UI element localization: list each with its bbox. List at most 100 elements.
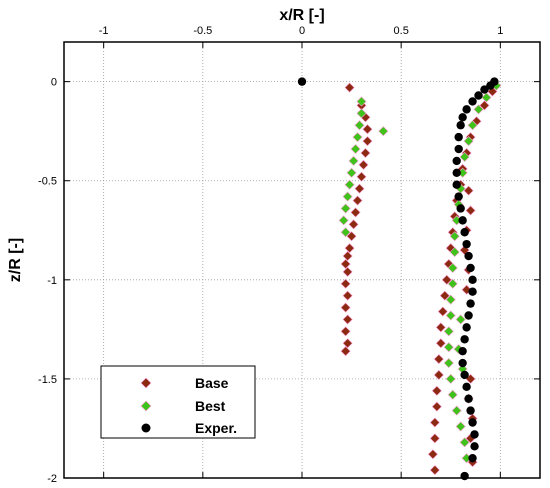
x-axis-title: x/R [-]: [279, 7, 324, 24]
base-point: [429, 433, 440, 444]
exper-point: [458, 358, 467, 368]
exper-point: [468, 287, 477, 296]
legend-label-best: Best: [195, 398, 226, 414]
exper-point: [452, 180, 461, 189]
base-point: [441, 274, 452, 285]
base-point: [348, 219, 359, 230]
base-point: [360, 147, 371, 159]
exper-point: [454, 132, 463, 142]
best-point: [443, 358, 454, 369]
legend-markers: [140, 377, 152, 433]
legend-marker-best: [140, 400, 152, 412]
best-point: [350, 143, 361, 155]
base-point: [342, 251, 353, 262]
base-point: [342, 338, 353, 349]
best-point: [451, 405, 462, 416]
base-point: [429, 465, 440, 476]
exper-point: [466, 406, 475, 415]
best-point: [447, 389, 458, 400]
best-point: [459, 437, 470, 448]
base-point: [362, 136, 373, 147]
best-point: [445, 373, 456, 384]
exper-point: [466, 263, 475, 273]
y-tick-label: 0: [51, 77, 57, 89]
exper-point: [458, 346, 467, 356]
exper-point: [456, 204, 465, 213]
best-point: [356, 108, 367, 119]
best-point: [463, 136, 474, 147]
exper-point: [486, 81, 495, 90]
exper-point: [460, 228, 469, 237]
y-tick-label: -1: [47, 275, 57, 287]
base-point: [356, 171, 367, 182]
exper-point: [460, 471, 469, 481]
best-point: [356, 96, 367, 107]
best-point: [352, 132, 363, 143]
best-point: [455, 421, 466, 432]
data-points: [297, 77, 502, 481]
exper-point: [460, 335, 469, 344]
legend-label-base: Base: [195, 375, 229, 391]
base-point: [346, 231, 357, 242]
base-point: [439, 290, 450, 301]
base-point: [342, 314, 353, 325]
legend-box: [100, 365, 256, 439]
exper-point: [454, 144, 463, 154]
x-tick-label: 1: [497, 25, 503, 37]
best-point: [340, 203, 351, 214]
best-point: [449, 247, 460, 258]
base-point: [344, 82, 355, 93]
legend-marker-base: [140, 377, 152, 389]
exper-point: [464, 394, 473, 403]
base-point: [340, 302, 351, 313]
base-point: [340, 326, 351, 337]
y-tick-label: -2: [47, 473, 57, 485]
exper-point: [452, 168, 461, 177]
best-point: [340, 227, 351, 238]
base-point: [429, 417, 440, 428]
exper-point: [456, 121, 465, 130]
base-point: [362, 124, 373, 135]
best-point: [338, 215, 349, 226]
base-point: [431, 401, 442, 412]
exper-point: [480, 85, 489, 94]
base-point: [465, 205, 476, 216]
x-tick-label: 0.5: [394, 25, 409, 37]
best-point: [467, 120, 478, 131]
exper-point: [470, 442, 479, 451]
base-point: [350, 207, 361, 218]
base-point: [340, 346, 351, 357]
best-point: [449, 231, 460, 242]
best-point: [481, 92, 492, 103]
best-point: [455, 314, 466, 325]
exper-point: [462, 382, 471, 392]
best-point: [443, 326, 454, 337]
exper-point: [474, 91, 483, 100]
base-point: [340, 258, 351, 269]
base-point: [433, 354, 444, 365]
best-point: [342, 191, 353, 202]
best-point: [354, 120, 365, 131]
y-tick-label: -0.5: [38, 176, 57, 188]
y-axis-title: z/R [-]: [7, 238, 24, 282]
best-point: [459, 151, 470, 162]
x-tick-label: -1: [99, 25, 109, 37]
best-point: [447, 278, 458, 289]
best-point: [348, 155, 359, 166]
exper-point: [466, 299, 475, 308]
base-point: [354, 183, 365, 194]
best-point: [378, 126, 389, 137]
exper-point: [462, 239, 471, 249]
legend-label-exper: Exper.: [195, 420, 237, 436]
exper-point: [462, 323, 471, 332]
base-point: [435, 322, 446, 333]
legend: Base Best Exper.: [100, 365, 256, 439]
exper-point: [462, 105, 471, 114]
base-point: [461, 284, 472, 295]
best-point: [344, 179, 355, 190]
base-point: [358, 159, 369, 170]
base-point: [342, 266, 353, 277]
axis-ticks: -1 -0.5 0 0.5 1 0 -0.5 -1 -1.5 -2: [38, 25, 540, 485]
exper-point: [468, 97, 477, 106]
